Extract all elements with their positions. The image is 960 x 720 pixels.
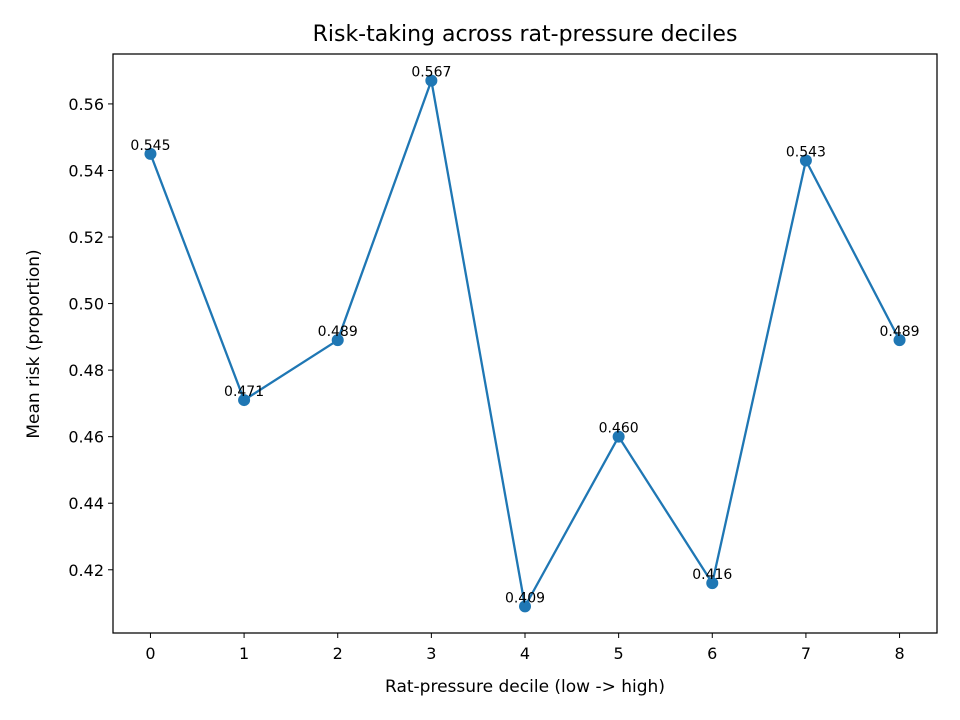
x-tick-label: 4 (520, 644, 530, 663)
data-point (238, 394, 251, 407)
plot-area: 0 1 2 3 4 5 6 7 8 0.42 0.44 0.46 0.48 0.50 0.52 0.54 0.5… (68, 65, 919, 663)
data-label: 0.409 (505, 590, 545, 606)
y-tick-label: 0.42 (68, 561, 104, 580)
data-point (519, 600, 531, 613)
x-tick-label: 2 (333, 644, 343, 663)
data-point (425, 74, 438, 87)
x-tick-label: 6 (707, 644, 717, 663)
data-label: 0.416 (692, 567, 732, 583)
x-tick-label: 3 (426, 644, 436, 663)
x-tick-label: 0 (145, 644, 155, 663)
data-label: 0.489 (879, 324, 919, 340)
y-tick-label: 0.44 (68, 494, 104, 513)
x-axis-title: Rat-pressure decile (low -> high) (385, 677, 665, 697)
axes-frame (112, 53, 938, 634)
y-tick-label: 0.56 (68, 95, 104, 114)
data-point (706, 577, 719, 590)
data-point (893, 334, 906, 347)
data-label: 0.567 (411, 65, 451, 81)
chart-title: Risk-taking across rat-pressure deciles (313, 22, 738, 47)
data-point (612, 430, 625, 443)
data-label: 0.460 (599, 421, 639, 437)
data-point (799, 154, 812, 167)
data-point (331, 334, 344, 347)
y-tick-label: 0.52 (68, 228, 104, 247)
data-label: 0.545 (130, 138, 170, 154)
x-tick-label: 8 (894, 644, 904, 663)
y-axis-title: Mean risk (proportion) (24, 249, 44, 438)
data-label: 0.471 (224, 384, 264, 400)
x-tick-label: 7 (801, 644, 811, 663)
y-tick-label: 0.46 (68, 428, 104, 447)
x-tick-label: 5 (614, 644, 624, 663)
x-tick-label: 1 (239, 644, 249, 663)
data-point (144, 147, 157, 160)
data-label: 0.543 (786, 144, 826, 160)
y-tick-label: 0.50 (68, 295, 104, 314)
y-tick-label: 0.48 (68, 361, 104, 380)
y-tick-label: 0.54 (68, 161, 104, 180)
data-label: 0.489 (318, 324, 358, 340)
